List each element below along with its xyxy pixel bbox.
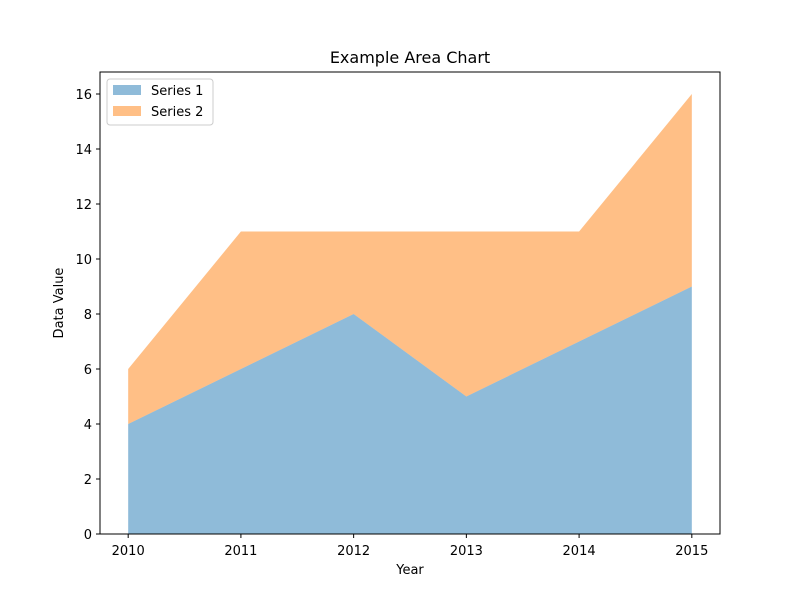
x-axis-title: Year xyxy=(395,563,424,578)
x-axis-ticks: 2010 2011 2012 2013 2014 2015 xyxy=(112,534,708,559)
x-tick-label: 2011 xyxy=(224,544,257,559)
legend-swatch xyxy=(113,106,141,116)
y-tick-label: 8 xyxy=(84,308,92,323)
y-tick-label: 14 xyxy=(75,143,92,158)
legend: Series 1 Series 2 xyxy=(106,78,214,126)
plot-areas xyxy=(128,94,692,534)
y-tick-label: 10 xyxy=(75,253,92,268)
y-tick-label: 2 xyxy=(84,473,92,488)
area-series-2 xyxy=(128,94,692,424)
x-tick-label: 2014 xyxy=(563,544,596,559)
y-tick-label: 4 xyxy=(84,418,92,433)
plot-frame xyxy=(99,71,721,535)
chart-title: Example Area Chart xyxy=(330,48,490,67)
area-series-1 xyxy=(128,286,692,534)
x-tick-label: 2013 xyxy=(450,544,483,559)
y-tick-label: 6 xyxy=(84,363,92,378)
legend-label: Series 2 xyxy=(151,105,203,120)
y-tick-label: 0 xyxy=(84,528,92,543)
y-tick-label: 16 xyxy=(75,88,92,103)
legend-swatch xyxy=(113,85,141,95)
x-tick-label: 2010 xyxy=(112,544,145,559)
y-axis-ticks: 0 2 4 6 8 10 12 14 16 xyxy=(75,88,100,543)
x-tick-label: 2012 xyxy=(337,544,370,559)
legend-label: Series 1 xyxy=(151,84,203,99)
y-axis-title: Data Value xyxy=(52,268,67,339)
x-tick-label: 2015 xyxy=(675,544,708,559)
y-tick-label: 12 xyxy=(75,198,92,213)
